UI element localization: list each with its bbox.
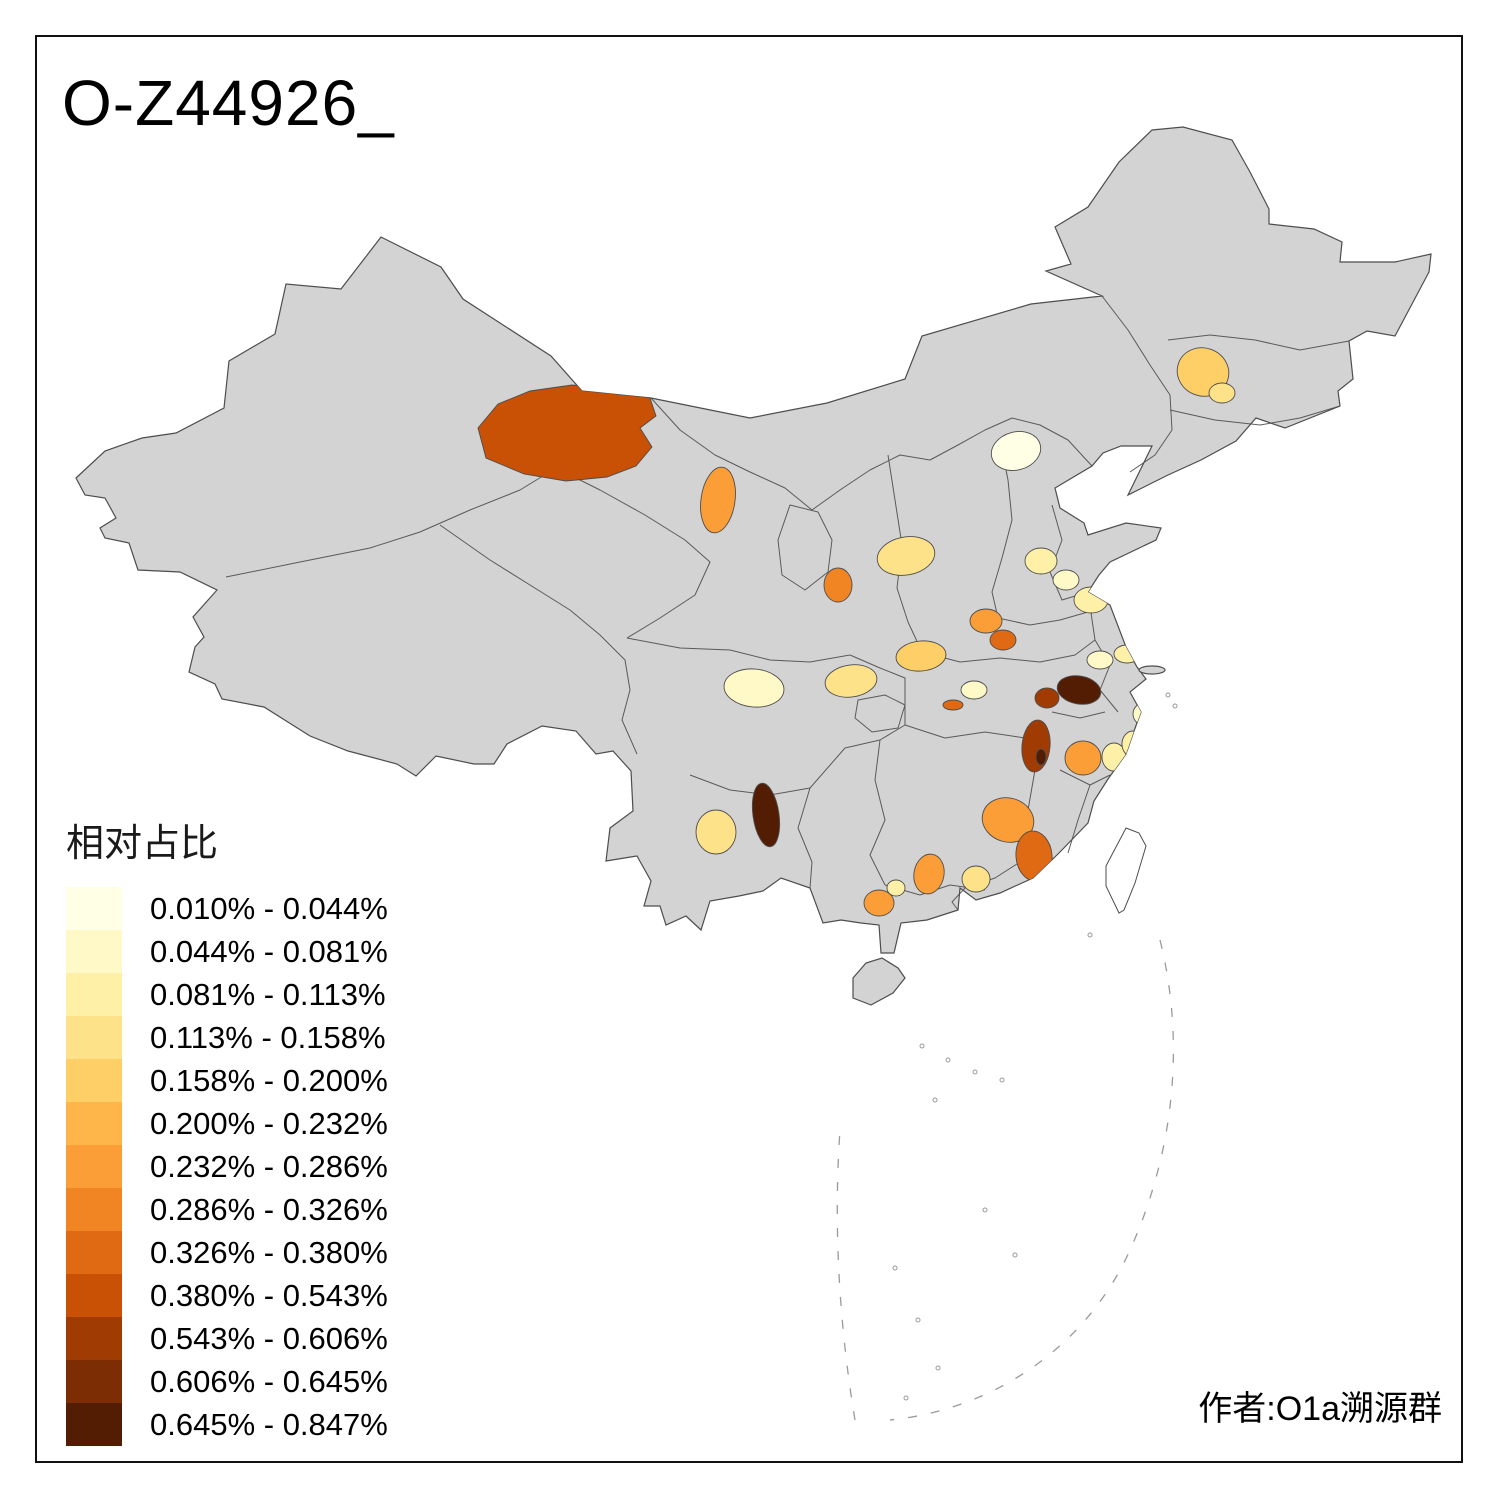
map-region (1064, 740, 1102, 776)
legend-range-label: 0.010% - 0.044% (150, 890, 388, 926)
map-region (942, 699, 964, 711)
chongming-island-shape (1138, 665, 1166, 675)
map-region (1034, 687, 1060, 709)
legend-range-label: 0.158% - 0.200% (150, 1062, 388, 1098)
attribution: 作者:O1a溯源群 (1198, 1390, 1442, 1428)
figure-title: O-Z44926_ (62, 67, 395, 139)
legend-title: 相对占比 (66, 823, 219, 865)
legend-swatch (66, 887, 122, 930)
legend-range-label: 0.543% - 0.606% (150, 1320, 388, 1356)
legend-row: 0.010% - 0.044% (66, 887, 388, 930)
legend-row: 0.380% - 0.543% (66, 1274, 388, 1317)
legend-swatch (66, 1102, 122, 1145)
legend-row: 0.286% - 0.326% (66, 1188, 388, 1231)
legend: 相对占比 0.010% - 0.044% 0.044% - 0.081% 0.081… (66, 812, 388, 1446)
map-region (477, 384, 657, 482)
legend-swatch (66, 930, 122, 973)
legend-swatch (66, 973, 122, 1016)
legend-range-label: 0.380% - 0.543% (150, 1277, 388, 1313)
legend-row: 0.606% - 0.645% (66, 1360, 388, 1403)
legend-swatch (66, 1016, 122, 1059)
map-region (886, 879, 906, 897)
map-region (1052, 569, 1080, 591)
legend-range-label: 0.645% - 0.847% (150, 1406, 388, 1442)
taiwan-shape (1105, 827, 1147, 914)
map-region (960, 680, 988, 700)
legend-row: 0.543% - 0.606% (66, 1317, 388, 1360)
legend-range-label: 0.232% - 0.286% (150, 1148, 388, 1184)
map-region (895, 640, 947, 672)
legend-range-label: 0.044% - 0.081% (150, 933, 388, 969)
south-china-sea-dashes (836, 939, 1174, 1421)
legend-row: 0.158% - 0.200% (66, 1059, 388, 1102)
legend-range-label: 0.326% - 0.380% (150, 1234, 388, 1270)
map-region (981, 797, 1035, 843)
legend-range-label: 0.286% - 0.326% (150, 1191, 388, 1227)
legend-swatch (66, 1059, 122, 1102)
legend-range-label: 0.606% - 0.645% (150, 1363, 388, 1399)
legend-swatch (66, 1317, 122, 1360)
legend-row: 0.044% - 0.081% (66, 930, 388, 973)
legend-rows: 0.010% - 0.044% 0.044% - 0.081% 0.081% - 0… (66, 887, 388, 1446)
map-region (1208, 382, 1236, 404)
legend-swatch (66, 1274, 122, 1317)
map-region (1132, 701, 1160, 727)
legend-range-label: 0.113% - 0.158% (150, 1019, 386, 1055)
map-region (695, 809, 737, 855)
map-region (989, 629, 1017, 651)
map-region (700, 466, 736, 534)
map-region (990, 431, 1042, 471)
map-region (913, 853, 945, 895)
legend-row: 0.081% - 0.113% (66, 973, 388, 1016)
legend-range-label: 0.081% - 0.113% (150, 976, 386, 1012)
legend-row: 0.645% - 0.847% (66, 1403, 388, 1446)
map-region (723, 668, 785, 708)
hainan-shape (852, 957, 906, 1006)
islet-marks (892, 692, 1178, 1401)
map-region (1086, 650, 1114, 670)
legend-range-label: 0.200% - 0.232% (150, 1105, 388, 1141)
legend-swatch (66, 1231, 122, 1274)
map-region (876, 536, 936, 576)
legend-row: 0.326% - 0.380% (66, 1231, 388, 1274)
map-region (961, 865, 991, 893)
legend-swatch (66, 1403, 122, 1446)
map-region (823, 567, 853, 603)
legend-row: 0.200% - 0.232% (66, 1102, 388, 1145)
legend-swatch (66, 1360, 122, 1403)
legend-row: 0.232% - 0.286% (66, 1145, 388, 1188)
map-region (824, 664, 878, 698)
map-region (1056, 675, 1102, 705)
legend-swatch (66, 1145, 122, 1188)
map-region (751, 782, 781, 848)
map-region (969, 608, 1003, 634)
map-region (1035, 748, 1047, 766)
legend-row: 0.113% - 0.158% (66, 1016, 388, 1059)
map-region (1073, 586, 1109, 614)
map-region (863, 889, 895, 917)
legend-swatch (66, 1188, 122, 1231)
map-region (1024, 547, 1058, 575)
